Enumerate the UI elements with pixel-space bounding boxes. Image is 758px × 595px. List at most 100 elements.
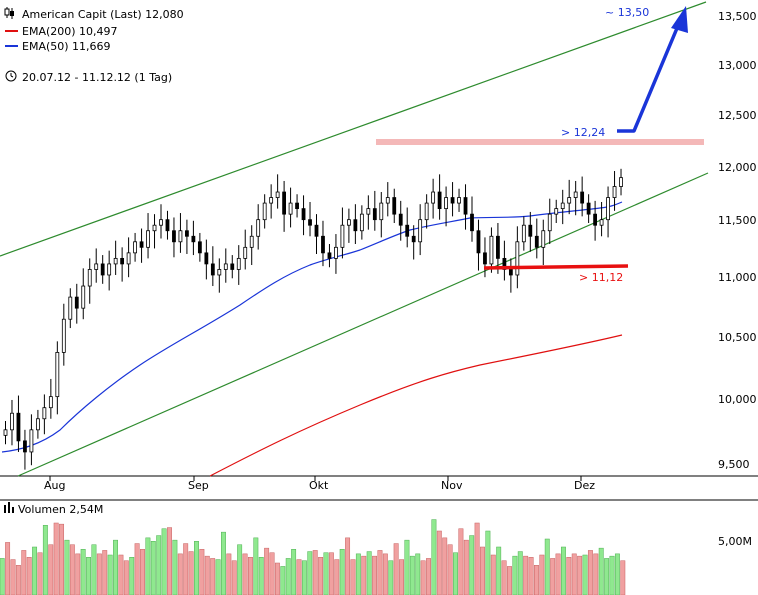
x-tick-label: Nov [441,479,463,492]
candle [476,219,481,271]
candle [243,229,248,270]
volume-bar [75,553,81,595]
volume-bar [415,553,421,595]
volume-bar [404,539,410,595]
candle [489,227,494,273]
volume-tick-label: 5,00M [718,535,752,548]
candle [308,201,312,237]
candle [35,409,40,439]
candle [385,182,390,217]
candle [379,192,384,238]
volume-bar [53,522,59,595]
candle [470,196,474,242]
legend-period: 20.07.12 - 11.12.12 (1 Tag) [22,71,172,84]
candle [3,420,8,445]
volume-bar [48,544,54,595]
volume-bar [247,557,253,595]
volume-bar [409,555,415,595]
volume-bar [242,553,248,595]
month-axis: Aug Sep Okt Nov Dez [44,476,595,492]
candle [463,184,468,230]
candle [165,210,170,240]
volume-legend: Volumen 2,54M [4,502,103,516]
volume-bar [544,538,550,595]
volume-bar [0,558,5,595]
volume-bar [129,557,135,595]
candle [295,194,299,218]
volume-bar [447,544,453,595]
candle [23,429,27,470]
candle [398,200,403,241]
volume-bar [183,543,189,595]
volume-bar [26,557,32,595]
candle [61,303,66,366]
candle [541,219,546,266]
volume-bar [221,531,226,595]
candle [217,258,222,293]
candle [554,199,559,223]
candle [159,204,163,239]
candle [230,255,235,279]
y-tick-label: 9,500 [718,458,750,471]
volume-bar [172,539,178,595]
y-tick-label: 11,500 [718,214,757,227]
volume-bar [534,565,539,595]
candle [10,399,14,446]
candle [249,225,254,266]
volume-bar [188,551,194,595]
candle [346,208,351,243]
volume-bar [350,559,356,595]
volume-bar [258,557,264,595]
y-tick-label: 12,000 [718,161,757,174]
target-annotation: ~ 13,50 [605,6,649,19]
candle [152,214,157,249]
volume-bar [593,553,599,595]
volume-bar [485,530,491,595]
volume-bar [577,555,583,595]
candle [573,180,578,216]
legend-instrument: American Capit (Last) 12,080 [22,8,184,21]
candle [560,189,565,225]
candle [210,246,215,287]
candle [457,188,461,212]
volume-bar [426,558,431,595]
volume-bar [334,559,340,595]
volume-bar [560,546,566,595]
volume-bar [598,547,604,595]
candle [567,179,572,215]
clock-icon [5,70,17,82]
candle [74,283,79,324]
candle [612,171,617,211]
volume-bar [226,553,232,595]
volume-bar [382,553,388,595]
candle [450,182,455,217]
volume-bar [307,551,313,595]
candle [100,255,105,284]
volume-bar [123,560,129,595]
candle [113,240,118,275]
candle [301,195,306,236]
candle [483,237,487,278]
candle [133,232,137,262]
volume-bar [5,542,11,595]
volume-bar [145,537,151,595]
support-annotation: > 11,12 [579,271,623,284]
volume-bar [274,562,280,595]
volume-bar [345,537,351,595]
candle [204,239,209,280]
volume-bar [355,553,361,595]
volume-icon [4,502,14,513]
volume-bar [291,549,297,595]
volume-bar [507,566,512,595]
volume-bar [587,550,593,595]
x-tick-label: Okt [309,479,329,492]
volume-bar [86,557,91,595]
x-tick-label: Dez [574,479,595,492]
x-tick-label: Aug [44,479,65,492]
candle [42,394,47,435]
candle [431,178,436,219]
volume-bar [517,551,523,595]
volume-bar [453,552,458,595]
candle [405,207,410,248]
y-tick-label: 11,000 [718,271,757,284]
